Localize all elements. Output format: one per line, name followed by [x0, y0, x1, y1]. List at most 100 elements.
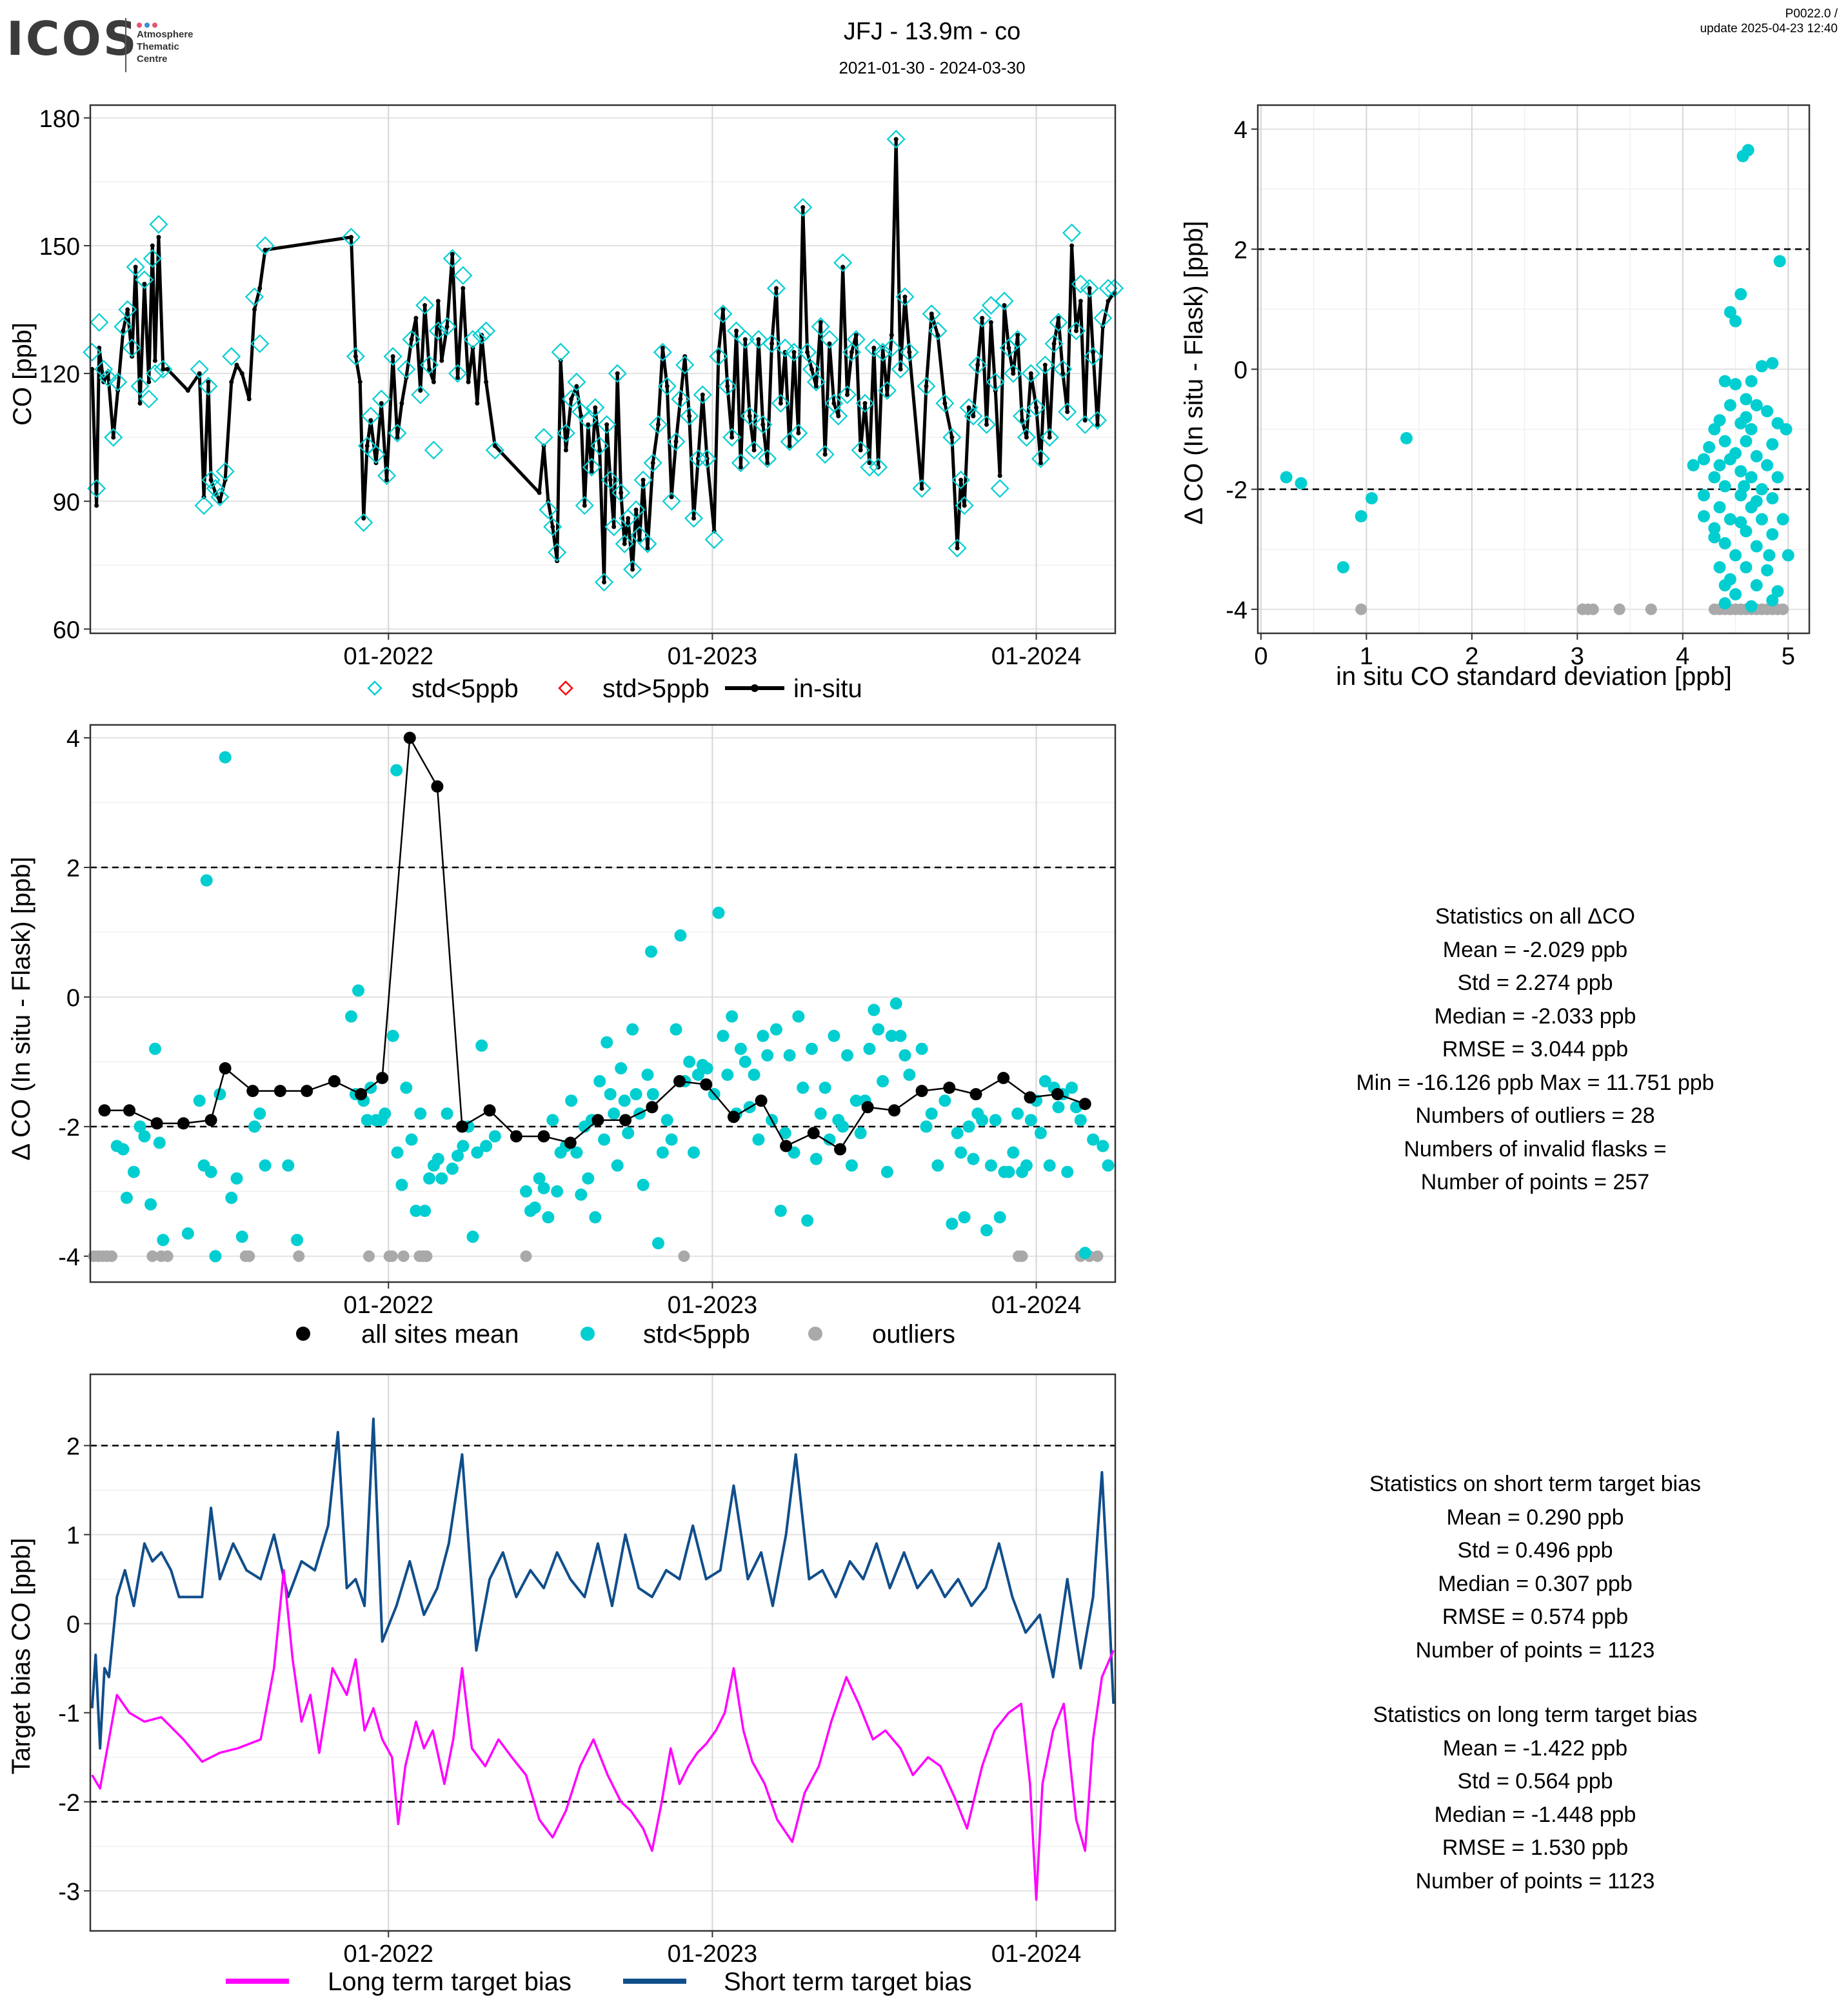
outlier-point [146, 1250, 159, 1262]
flask-point [980, 1224, 993, 1237]
flask-point [915, 1042, 928, 1055]
in-situ-point [597, 448, 602, 453]
all-sites-mean-point [150, 1117, 163, 1130]
in-situ-point [831, 400, 837, 406]
flask-point [466, 1231, 479, 1243]
y-tick-label: 0 [1234, 357, 1247, 384]
flask-point [993, 1211, 1006, 1224]
in-situ-point [822, 452, 828, 457]
flask-diamond-point [453, 266, 473, 285]
flask-point [181, 1227, 194, 1240]
flask-diamond-point [709, 347, 728, 366]
flask-diamond-point [860, 457, 879, 477]
flask-diamond-point [485, 440, 504, 460]
in-situ-point [1051, 341, 1057, 346]
stats-mean: Mean = -1.422 ppb [1442, 1735, 1628, 1761]
flask-point [352, 984, 364, 997]
flask-point [1074, 1114, 1087, 1127]
flask-diamond-point [1044, 334, 1064, 353]
in-situ-point [770, 341, 775, 346]
flask-point [435, 1172, 448, 1185]
in-situ-point [716, 350, 721, 355]
flask-diamond-point [882, 338, 901, 358]
flask-point [379, 1107, 392, 1120]
in-situ-point [444, 324, 450, 329]
flask-diamond-point [411, 385, 430, 404]
in-situ-point [626, 516, 631, 521]
in-situ-point [1015, 333, 1020, 338]
in-situ-point [809, 367, 814, 371]
all-sites-mean-point [861, 1101, 874, 1114]
flask-point [984, 1159, 997, 1172]
in-situ-point [142, 281, 147, 286]
legend-label: std>5ppb [602, 675, 710, 703]
in-situ-point [563, 448, 568, 453]
flask-diamond-point [917, 377, 936, 396]
all-sites-mean-point [219, 1062, 232, 1074]
flask-diamond-point [895, 287, 915, 306]
long-term-bias-line [91, 1569, 1115, 1901]
flask-diamond-point [615, 534, 634, 553]
delta-vs-std-ylabel: Δ CO (In situ - Flask) [ppb] [1180, 221, 1208, 524]
flask-point [582, 1172, 595, 1185]
flask-point [618, 1094, 631, 1107]
in-situ-point [655, 422, 661, 427]
flask-point [593, 1075, 606, 1088]
stats-invalid: Numbers of invalid flasks = [1404, 1136, 1667, 1162]
x-tick-label: 2 [1465, 643, 1478, 670]
flask-point [604, 1088, 617, 1101]
in-situ-point [791, 350, 797, 355]
in-situ-point [984, 422, 989, 427]
stats-mean: Mean = 0.290 ppb [1446, 1505, 1624, 1530]
in-situ-point [395, 435, 400, 440]
flask-diamond-point [255, 236, 275, 255]
flask-diamond-point [623, 560, 642, 579]
flask-diamond-point [94, 359, 114, 379]
in-situ-point [971, 413, 976, 419]
flask-point [230, 1172, 243, 1185]
all-sites-mean-point [807, 1127, 820, 1140]
flask-point [877, 1075, 889, 1088]
flask-diamond-point [749, 330, 768, 349]
flask-diamond-point [206, 479, 225, 498]
flask-point [565, 1094, 578, 1107]
delta-vs-std-xlabel: in situ CO standard deviation [ppb] [1336, 662, 1732, 691]
flask-diamond-point [463, 330, 482, 349]
flask-point [1750, 450, 1763, 462]
flask-diamond-point [798, 342, 817, 362]
all-sites-mean-point [1078, 1098, 1091, 1111]
flask-diamond-point [744, 440, 764, 460]
flask-diamond-point [704, 530, 724, 549]
flask-point [674, 929, 687, 942]
all-sites-mean-point [727, 1111, 740, 1123]
flask-point [209, 1250, 222, 1263]
flask-diamond-point [675, 355, 695, 375]
update-line: update 2025-04-23 12:40 [1700, 22, 1838, 35]
flask-point [519, 1185, 532, 1198]
in-situ-point [418, 388, 423, 393]
in-situ-point [813, 384, 819, 389]
flask-point [797, 1082, 810, 1094]
flask-diamond-point [1027, 398, 1046, 417]
flask-point [683, 1055, 696, 1068]
flask-point [1738, 480, 1751, 493]
all-sites-mean-point [564, 1136, 577, 1149]
flask-diamond-point [397, 359, 416, 379]
x-tick-label: 3 [1571, 643, 1584, 670]
flask-diamond-point [383, 347, 402, 366]
in-situ-point [589, 469, 594, 474]
flask-point [410, 1204, 422, 1217]
flask-point [1087, 1133, 1100, 1146]
y-tick-label: -4 [58, 1244, 80, 1271]
flask-diamond-point [130, 377, 150, 396]
in-situ-point [687, 413, 692, 419]
y-tick-label: 4 [1234, 117, 1247, 144]
flask-point [419, 1204, 432, 1217]
flask-diamond-point [638, 534, 657, 553]
in-situ-point [1011, 371, 1016, 376]
flask-point [1708, 423, 1721, 436]
y-tick-label: -2 [58, 1114, 80, 1142]
flask-point [670, 1023, 682, 1036]
flask-point [1713, 459, 1726, 471]
flask-point [1280, 471, 1293, 484]
